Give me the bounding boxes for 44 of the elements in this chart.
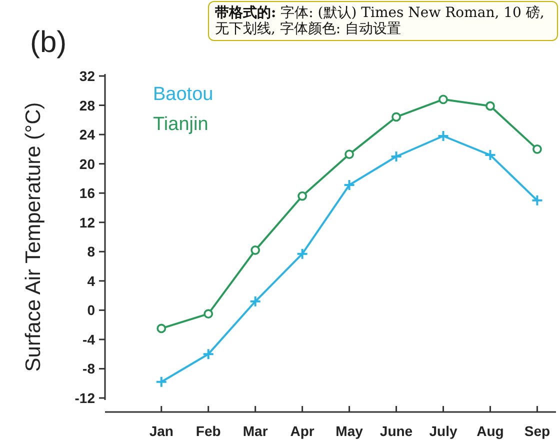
- y-tick-label: -12: [74, 390, 96, 406]
- y-tick-label: 4: [87, 272, 96, 289]
- point: [249, 295, 262, 308]
- x-tick-label: June: [380, 423, 413, 439]
- point: [531, 194, 544, 206]
- text: 带格式的: 字体: (默认) Times New Roman, 10 磅, 无下划线, 字体颜色: 自动设置: [208, 1, 558, 41]
- point: [204, 309, 214, 319]
- point: [298, 191, 308, 201]
- y-tick-label: 8: [87, 244, 96, 260]
- y-tick-label: -4: [82, 331, 96, 348]
- point: [392, 112, 401, 122]
- y-tick-label: 24: [79, 126, 96, 143]
- point: [156, 324, 166, 334]
- y-tick-label: 16: [79, 185, 96, 202]
- point: [296, 248, 308, 260]
- point: [532, 144, 542, 154]
- y-tick-label: 20: [79, 156, 96, 172]
- point: [155, 376, 168, 388]
- x-tick-label: Feb: [196, 423, 221, 439]
- y-tick-label: 0: [87, 302, 96, 318]
- x-tick-label: July: [429, 423, 458, 439]
- text: Tianjin: [153, 114, 208, 135]
- point: [390, 150, 402, 162]
- x-tick-label: Mar: [242, 423, 268, 439]
- point: [344, 150, 354, 160]
- point: [437, 130, 450, 142]
- point: [486, 101, 495, 111]
- y-axis-title: Surface Air Temperature (°C): [22, 102, 45, 372]
- x-tick-label: Sep: [524, 423, 550, 439]
- text: Baotou: [153, 84, 214, 105]
- point: [484, 149, 496, 162]
- x-tick-label: May: [336, 423, 364, 439]
- point: [438, 94, 448, 104]
- point: [343, 179, 356, 192]
- y-tick-label: 12: [79, 214, 96, 230]
- x-tick-label: Aug: [476, 423, 504, 439]
- point: [250, 245, 260, 255]
- chart-title: (b): [30, 26, 67, 59]
- x-tick-label: Apr: [290, 423, 315, 439]
- point: [202, 348, 214, 360]
- y-tick-label: 32: [79, 68, 96, 84]
- y-tick-label: 28: [79, 97, 96, 114]
- y-tick-label: -8: [82, 360, 96, 377]
- x-tick-label: Jan: [149, 423, 174, 439]
